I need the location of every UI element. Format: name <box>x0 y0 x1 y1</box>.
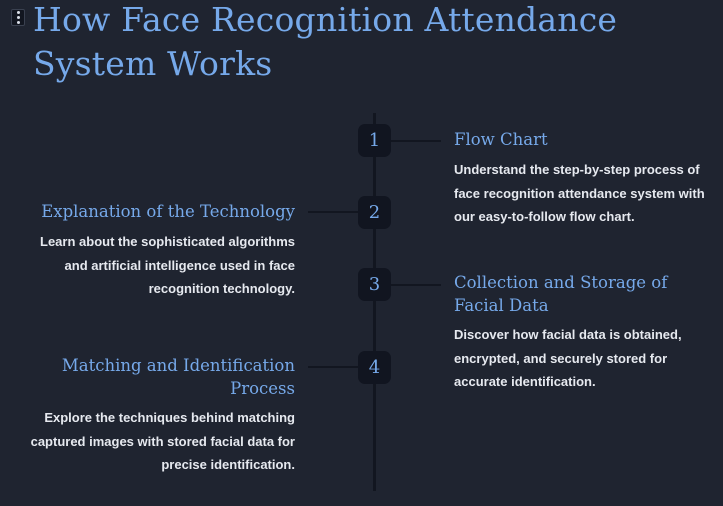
step-3-heading: Collection and Storage of Facial Data <box>454 273 668 315</box>
step-4-connector <box>308 366 358 368</box>
dot <box>16 11 20 14</box>
step-4-description: Explore the techniques behind matching c… <box>30 410 295 472</box>
menu-dots-icon[interactable] <box>11 9 25 26</box>
page-title: How Face Recognition Attendance System W… <box>33 0 618 83</box>
timeline-line <box>373 113 376 491</box>
step-1-badge: 1 <box>358 124 391 157</box>
step-3-description: Discover how facial data is obtained, en… <box>454 327 682 389</box>
step-3-connector <box>391 284 441 286</box>
step-2-connector <box>308 211 358 213</box>
step-4-heading: Matching and Identification Process <box>61 356 295 398</box>
step-3-badge: 3 <box>358 268 391 301</box>
step-2-description: Learn about the sophisticated algorithms… <box>40 234 295 296</box>
dot <box>16 21 20 24</box>
step-1-heading: Flow Chart <box>454 130 548 149</box>
step-4-badge: 4 <box>358 351 391 384</box>
step-2-heading: Explanation of the Technology <box>41 202 295 221</box>
step-1-connector <box>391 140 441 142</box>
dot <box>16 16 20 19</box>
step-2-badge: 2 <box>358 196 391 229</box>
step-1-description: Understand the step-by-step process of f… <box>454 162 705 224</box>
